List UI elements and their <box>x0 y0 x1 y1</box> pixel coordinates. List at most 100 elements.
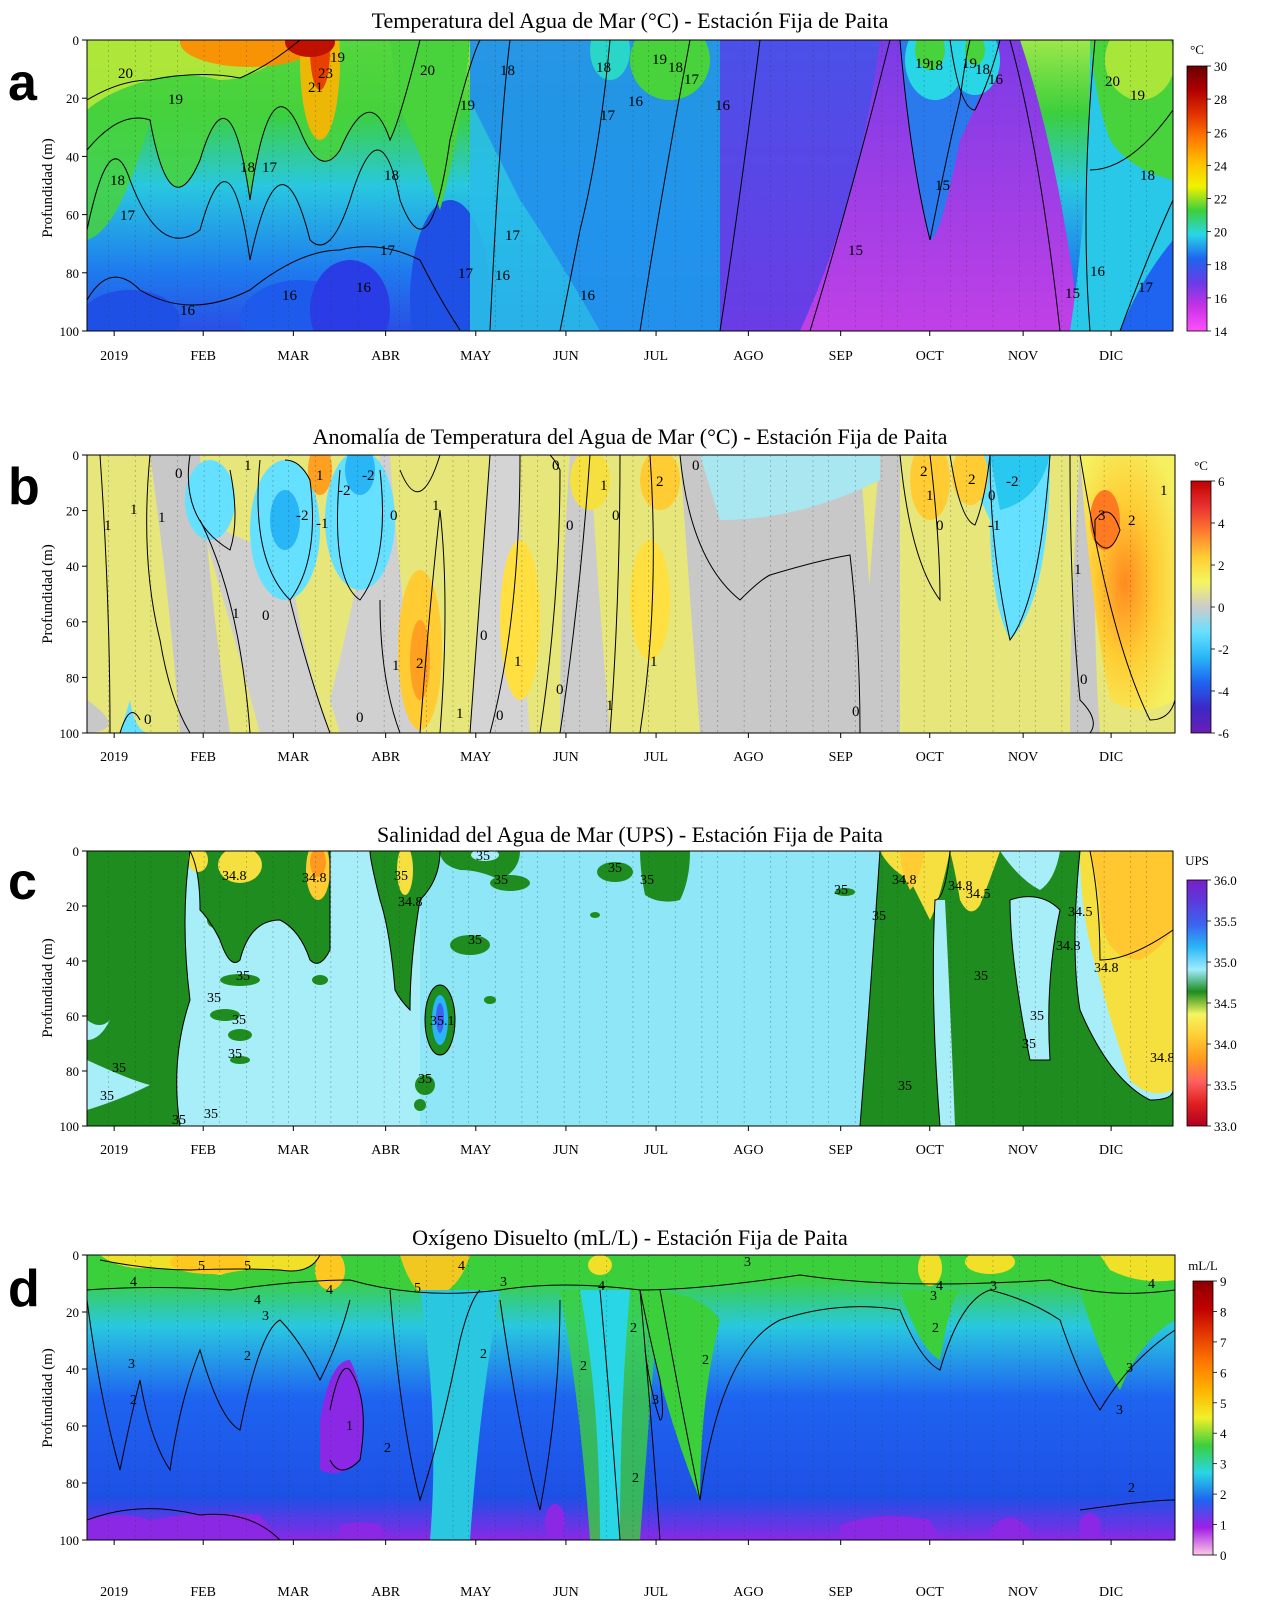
contour-label: 19 <box>962 56 977 72</box>
contour-label: 35 <box>1030 1009 1044 1024</box>
contour-label: 16 <box>282 288 298 304</box>
x-tick-label: ABR <box>371 1143 400 1158</box>
contour-label: 15 <box>935 178 950 194</box>
x-tick-label: NOV <box>1008 750 1038 765</box>
contour-label: 0 <box>480 628 488 644</box>
x-tick-label: DIC <box>1099 750 1123 765</box>
contour-label: 21 <box>308 80 323 96</box>
contour-label: 3 <box>262 1309 269 1324</box>
contour-label: 35 <box>100 1089 114 1104</box>
colorbar-tick-label: 0 <box>1220 1548 1227 1563</box>
contour-label: 2 <box>920 464 928 480</box>
contour-label: 3 <box>1098 508 1106 524</box>
contour-label: 35 <box>468 933 482 948</box>
colorbar-tick-label: 14 <box>1214 324 1228 339</box>
colorbar-tick-label: 2 <box>1218 558 1225 573</box>
contour-label: 35 <box>898 1079 912 1094</box>
contour-label: 5 <box>244 1259 251 1274</box>
contour-label: 17 <box>684 72 700 88</box>
x-tick-label: MAR <box>277 750 310 765</box>
y-tick-label: 60 <box>66 1009 79 1024</box>
contour-label: 16 <box>1090 264 1106 280</box>
contour-label: 2 <box>932 1321 939 1336</box>
x-tick-label: SEP <box>829 1143 853 1158</box>
colorbar-tick-label: 22 <box>1214 192 1227 207</box>
contour-label: 34.8 <box>1150 1051 1175 1066</box>
y-tick-label: 100 <box>60 324 80 339</box>
x-tick-label: MAY <box>460 1143 491 1158</box>
contour-label: 19 <box>168 92 183 108</box>
contour-label: 35 <box>236 969 250 984</box>
colorbar-tick-label: 36.0 <box>1214 873 1237 888</box>
contour-label: 35 <box>1022 1037 1036 1052</box>
contour-label: 34.8 <box>222 869 247 884</box>
x-tick-label: JUL <box>644 1143 668 1158</box>
contour-label: 16 <box>988 72 1004 88</box>
contour-label: 0 <box>496 708 504 724</box>
contour-label: 35 <box>494 873 508 888</box>
y-tick-label: 80 <box>66 670 79 685</box>
x-tick-label: MAY <box>460 349 491 364</box>
contour-label: 16 <box>495 268 511 284</box>
contour-label: 35 <box>640 873 654 888</box>
contour-lines-c <box>176 851 1173 1126</box>
contour-lines-b <box>99 455 1175 733</box>
contour-label: 0 <box>566 518 574 534</box>
x-tick-label: FEB <box>190 1585 216 1600</box>
contour-label: 17 <box>505 228 521 244</box>
contour-label: 3 <box>500 1275 507 1290</box>
colorbar-unit: mL/L <box>1188 1258 1218 1273</box>
colorbar-tick-label: 24 <box>1214 158 1228 173</box>
contour-label: 3 <box>744 1255 751 1270</box>
colorbar-tick-label: 7 <box>1220 1335 1227 1350</box>
contour-label: 0 <box>175 466 183 482</box>
colorbar-tick-label: 6 <box>1218 474 1225 489</box>
y-tick-label: 80 <box>66 1064 79 1079</box>
contour-label: 5 <box>414 1281 421 1296</box>
y-tick-label: 20 <box>66 91 79 106</box>
colorbar-unit: °C <box>1194 458 1208 473</box>
contour-label: 5 <box>198 1259 205 1274</box>
contour-labels-a: 20 19 18 17 16 18 17 16 16 17 18 20 19 1… <box>110 50 1155 319</box>
contour-label: -2 <box>1006 474 1019 490</box>
contour-label: 35 <box>112 1061 126 1076</box>
y-tick-label: 60 <box>66 208 79 223</box>
contour-label: 2 <box>656 474 664 490</box>
contour-label: 35 <box>974 969 988 984</box>
contour-label: 1 <box>432 498 440 514</box>
colorbar-b <box>1190 480 1212 734</box>
x-tick-label: JUN <box>553 349 579 364</box>
y-tick-label: 40 <box>66 1362 79 1377</box>
x-tick-label: 2019 <box>100 750 128 765</box>
contour-label: 17 <box>458 266 474 282</box>
contour-label: 18 <box>240 160 255 176</box>
x-tick-label: SEP <box>829 349 853 364</box>
x-tick-label: ABR <box>371 1585 400 1600</box>
contour-label: 2 <box>480 1347 487 1362</box>
contour-label: 20 <box>420 63 435 79</box>
x-tick-label: AGO <box>733 1585 763 1600</box>
heatmap-field-a: 20 19 18 17 16 18 17 16 16 17 18 20 19 1… <box>87 40 1173 331</box>
contour-label: -1 <box>316 516 329 532</box>
x-tick-label: MAY <box>460 750 491 765</box>
contour-labels-d: 4 5 5 4 3 4 5 4 3 4 3 3 4 3 4 3 2 2 2 2 <box>128 1255 1155 1496</box>
x-tick-label: AGO <box>733 750 763 765</box>
x-tick-label: MAR <box>277 1143 310 1158</box>
chart-title-c: Salinidad del Agua de Mar (UPS) - Estaci… <box>377 822 883 847</box>
contour-label: 19 <box>915 56 930 72</box>
y-tick-label: 20 <box>66 504 79 519</box>
contour-label: 2 <box>416 656 424 672</box>
panel-c: Salinidad del Agua de Mar (UPS) - Estaci… <box>40 822 1237 1158</box>
x-tick-label: 2019 <box>100 1585 128 1600</box>
contour-label: 16 <box>356 280 372 296</box>
contour-label: 34.5 <box>966 887 991 902</box>
contour-label: 35.1 <box>430 1014 455 1029</box>
heatmap-field-c: 34.8 34.8 35 34.8 35 35 35 35 35 35 35 3… <box>87 851 1175 1126</box>
contour-label: 19 <box>460 98 475 114</box>
contour-label: 0 <box>692 458 700 474</box>
contour-label: 1 <box>456 706 464 722</box>
contour-label: 35 <box>834 883 848 898</box>
x-tick-label: FEB <box>190 349 216 364</box>
y-tick-label: 80 <box>66 1476 79 1491</box>
contour-label: 3 <box>1116 1403 1123 1418</box>
